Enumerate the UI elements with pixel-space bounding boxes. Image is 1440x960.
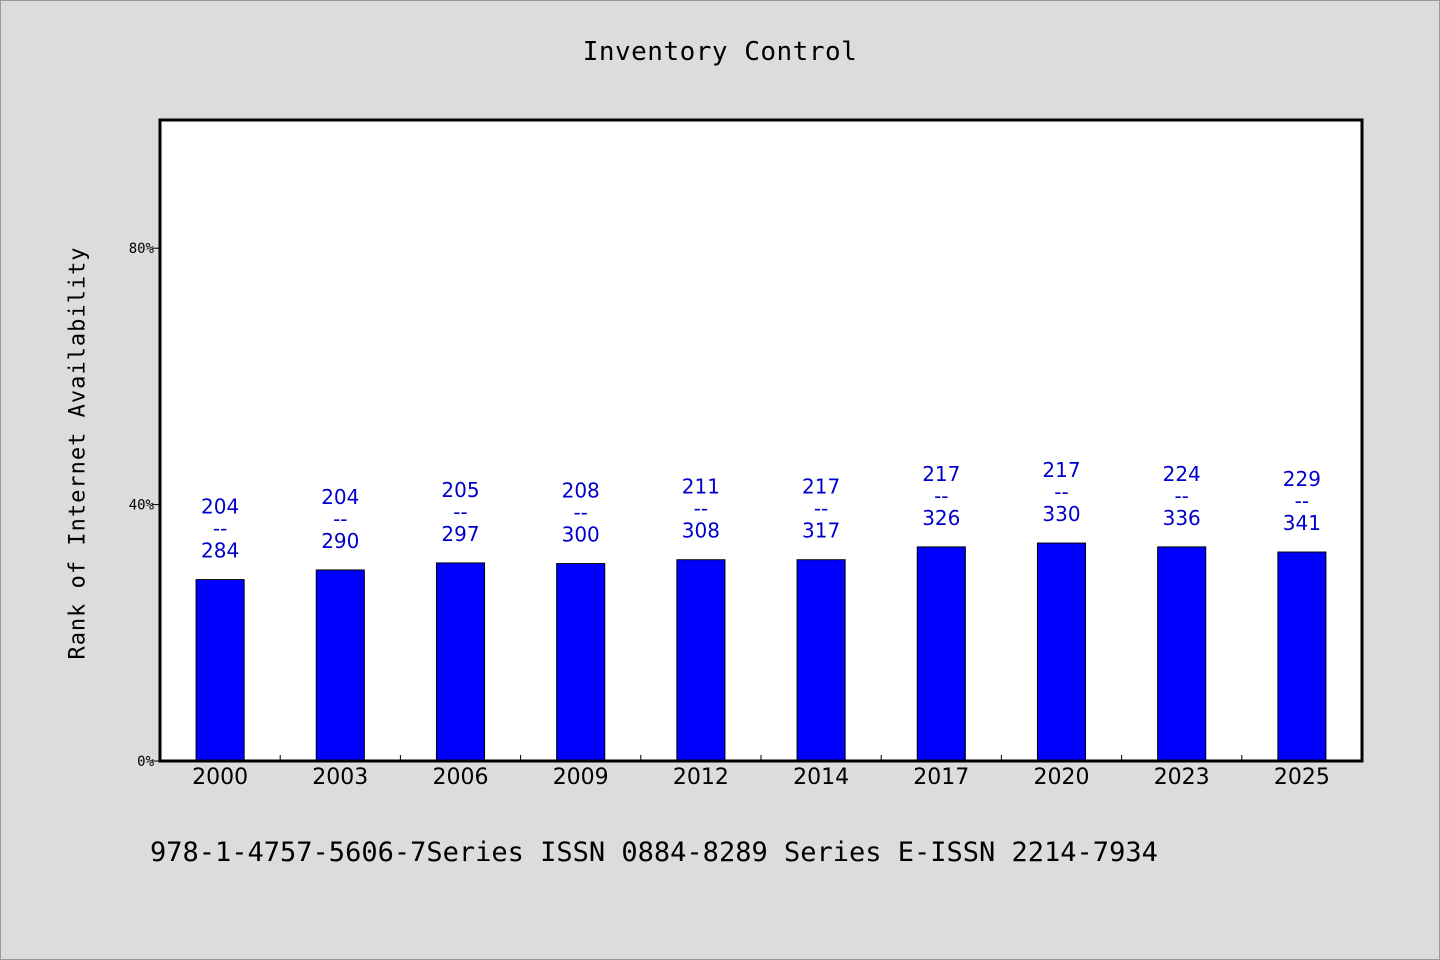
bar-data-label: -- [573, 501, 587, 525]
bar-data-label: -- [453, 500, 467, 524]
bar-data-label: 284 [201, 539, 239, 563]
bar-data-label: -- [333, 507, 347, 531]
bar-data-label: 330 [1042, 502, 1080, 526]
bar-data-label: 205 [441, 478, 479, 502]
bar [435, 562, 486, 762]
y-tick-label: 0% [137, 754, 154, 770]
bar [1157, 546, 1207, 762]
x-tick-label: 2003 [312, 765, 368, 790]
bar-data-label: 217 [922, 462, 960, 486]
x-tick-label: 2000 [192, 765, 248, 790]
x-tick-label: 2020 [1034, 765, 1090, 790]
bar-data-label: 204 [201, 495, 239, 519]
bar-data-label: -- [1174, 484, 1188, 508]
x-tick-label: 2006 [433, 765, 489, 790]
y-tick-label: 80% [129, 241, 155, 257]
bar [556, 563, 606, 762]
bar-data-label: -- [814, 497, 828, 521]
plot-frame [158, 118, 1364, 763]
bar [676, 559, 726, 762]
bar-data-label: 300 [562, 523, 600, 547]
x-tick-label: 2017 [913, 765, 969, 790]
bar [195, 579, 245, 762]
bar-data-label: 224 [1163, 462, 1201, 486]
x-tick-label: 2012 [673, 765, 729, 790]
bar-data-label: 217 [1042, 458, 1080, 482]
bar-data-label: -- [213, 517, 227, 541]
bar-data-label: 308 [682, 519, 720, 543]
bar-data-label: -- [694, 497, 708, 521]
bar-data-label: 336 [1163, 506, 1201, 530]
chart-title: Inventory Control [582, 37, 858, 67]
bar-data-label: 211 [682, 475, 720, 499]
bar [796, 559, 846, 762]
y-tick-label: 40% [129, 498, 155, 514]
bar [1277, 551, 1327, 762]
bar-data-label: 341 [1283, 511, 1321, 535]
bar-data-label: 290 [321, 529, 359, 553]
bar-data-label: 208 [562, 479, 600, 503]
bar-data-label: 204 [321, 485, 359, 509]
bar-data-label: 229 [1283, 467, 1321, 491]
bar [1036, 542, 1087, 762]
x-tick-label: 2025 [1274, 765, 1330, 790]
footer-isbn-issn: 978-1-4757-5606-7Series ISSN 0884-8289 S… [150, 837, 1158, 868]
bar [315, 569, 365, 762]
bar [916, 546, 966, 762]
x-tick-label: 2023 [1154, 765, 1210, 790]
bar-data-label: 326 [922, 506, 960, 530]
bar-data-label: -- [1054, 480, 1068, 504]
bar-data-label: 297 [441, 522, 479, 546]
x-tick-label: 2009 [553, 765, 609, 790]
bar-data-label: 217 [802, 475, 840, 499]
x-tick-label: 2014 [793, 765, 849, 790]
bar-data-label: 317 [802, 519, 840, 543]
bar-data-label: -- [1295, 489, 1309, 513]
bar-data-label: -- [934, 484, 948, 508]
